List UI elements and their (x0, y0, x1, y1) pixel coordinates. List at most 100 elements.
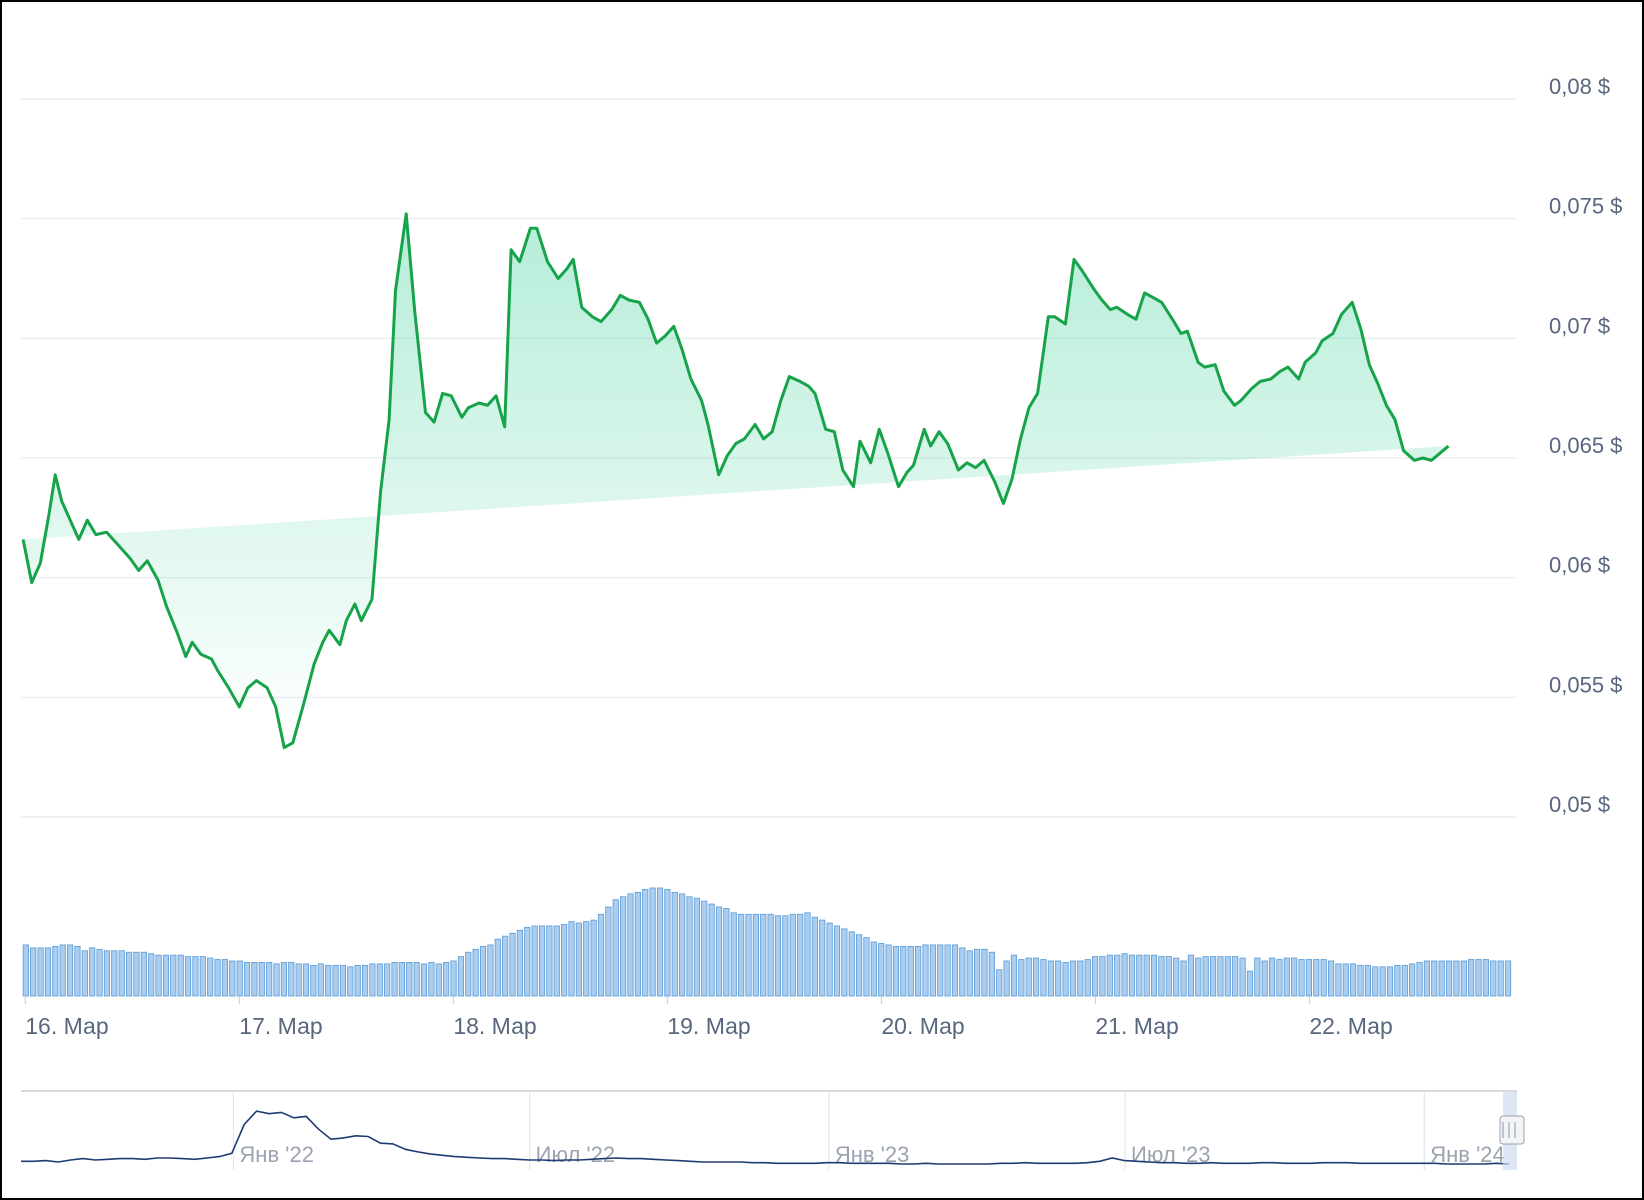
volume-bar (1423, 960, 1430, 997)
range-navigator[interactable]: Янв '22 Июл '22 Янв '23 Июл '23 Янв '24 (21, 1090, 1525, 1170)
volume-bar (1313, 959, 1320, 997)
x-tick-label: 16. Мар (25, 1013, 108, 1039)
volume-bar (1445, 960, 1453, 997)
volume-bar (22, 944, 29, 997)
volume-bar (642, 889, 649, 997)
volume-bar (664, 889, 671, 997)
volume-bar (1416, 962, 1423, 997)
price-line (21, 212, 1450, 750)
volume-bar (66, 944, 74, 997)
volume-bar (745, 913, 752, 997)
volume-bar (789, 913, 796, 997)
volume-bar (988, 951, 995, 997)
volume-bar (1025, 957, 1032, 997)
volume-bar (502, 935, 509, 997)
volume-bar (339, 964, 347, 997)
volume-bar (509, 932, 516, 997)
volume-bar (1283, 957, 1290, 997)
volume-bar (959, 947, 966, 997)
x-tick-label: 18. Мар (453, 1013, 536, 1039)
volume-bar (347, 966, 354, 997)
volume-bar (1504, 960, 1512, 997)
x-tick-label: 22. Мар (1309, 1013, 1392, 1039)
volume-bar (472, 948, 479, 997)
volume-bar (679, 893, 686, 997)
volume-bar (125, 951, 133, 997)
volume-bar (929, 944, 936, 997)
volume-bar (1497, 960, 1504, 997)
volume-bar (52, 945, 59, 997)
price-area-fill (23, 213, 1449, 748)
volume-bar (229, 960, 236, 997)
volume-bar (1239, 957, 1246, 997)
volume-bar (553, 925, 560, 997)
volume-bar (1180, 960, 1187, 997)
volume-bar (1055, 960, 1062, 997)
volume-bar (391, 962, 398, 997)
volume-bar (155, 954, 162, 997)
volume-bar (1320, 959, 1327, 997)
volume-bar (280, 962, 288, 997)
volume-bar (1350, 963, 1357, 997)
volume-bar (811, 916, 818, 997)
volume-bar (332, 964, 339, 997)
volume-bar (1047, 960, 1054, 997)
volume-bar (1150, 954, 1158, 997)
volume-bar (1276, 959, 1283, 997)
volume-bar (96, 948, 103, 997)
volume-bar (1091, 956, 1099, 997)
volume-bar (1187, 954, 1195, 997)
volume-bar (627, 893, 634, 997)
volume-bar (575, 922, 582, 997)
volume-bar (443, 962, 450, 997)
volume-bar (1158, 956, 1165, 997)
y-tick-label: 0,06 $ (1549, 553, 1610, 578)
volume-bar (81, 950, 88, 997)
volume-bar (1003, 960, 1010, 997)
volume-bar (922, 944, 929, 997)
volume-bar (1468, 959, 1475, 997)
volume-bar (605, 906, 612, 997)
volume-bar (1335, 963, 1342, 997)
volume-bar (524, 927, 531, 997)
price-area (23, 213, 1449, 748)
volume-bar (236, 960, 243, 997)
volume-bar (1327, 960, 1335, 997)
volume-bar (1386, 966, 1394, 997)
volume-bar (1114, 954, 1121, 997)
y-tick-label: 0,055 $ (1549, 672, 1622, 697)
volume-bar (420, 963, 428, 997)
volume-bar (1460, 960, 1467, 997)
volume-bar (1305, 959, 1313, 997)
volume-bar (649, 887, 656, 997)
volume-bar (870, 941, 877, 997)
volume-bar (369, 963, 376, 997)
volume-bar (738, 913, 745, 997)
volume-bar (74, 945, 81, 997)
volume-bar (656, 887, 664, 997)
volume-bar (1438, 960, 1445, 997)
volume-bar (361, 964, 369, 997)
volume-bar (1342, 963, 1349, 997)
volume-bar (833, 925, 841, 997)
volume-bar (310, 964, 317, 997)
volume-bar (715, 906, 723, 997)
volume-bar (1291, 957, 1298, 997)
volume-bar (944, 944, 951, 997)
volume-bar (30, 947, 37, 997)
volume-bar (44, 947, 52, 997)
volume-bar (354, 964, 361, 997)
navigator-handle[interactable] (1499, 1115, 1525, 1145)
volume-bar (730, 912, 737, 997)
volume-bar (1217, 956, 1224, 997)
volume-bar (797, 913, 804, 997)
volume-bar (561, 924, 568, 997)
volume-bar (398, 962, 405, 997)
price-line-group (21, 212, 1450, 750)
volume-bar (118, 950, 125, 997)
volume-bar (693, 897, 700, 997)
volume-bar (435, 963, 442, 997)
volume-bar (199, 956, 206, 997)
y-tick-label: 0,07 $ (1549, 313, 1610, 338)
